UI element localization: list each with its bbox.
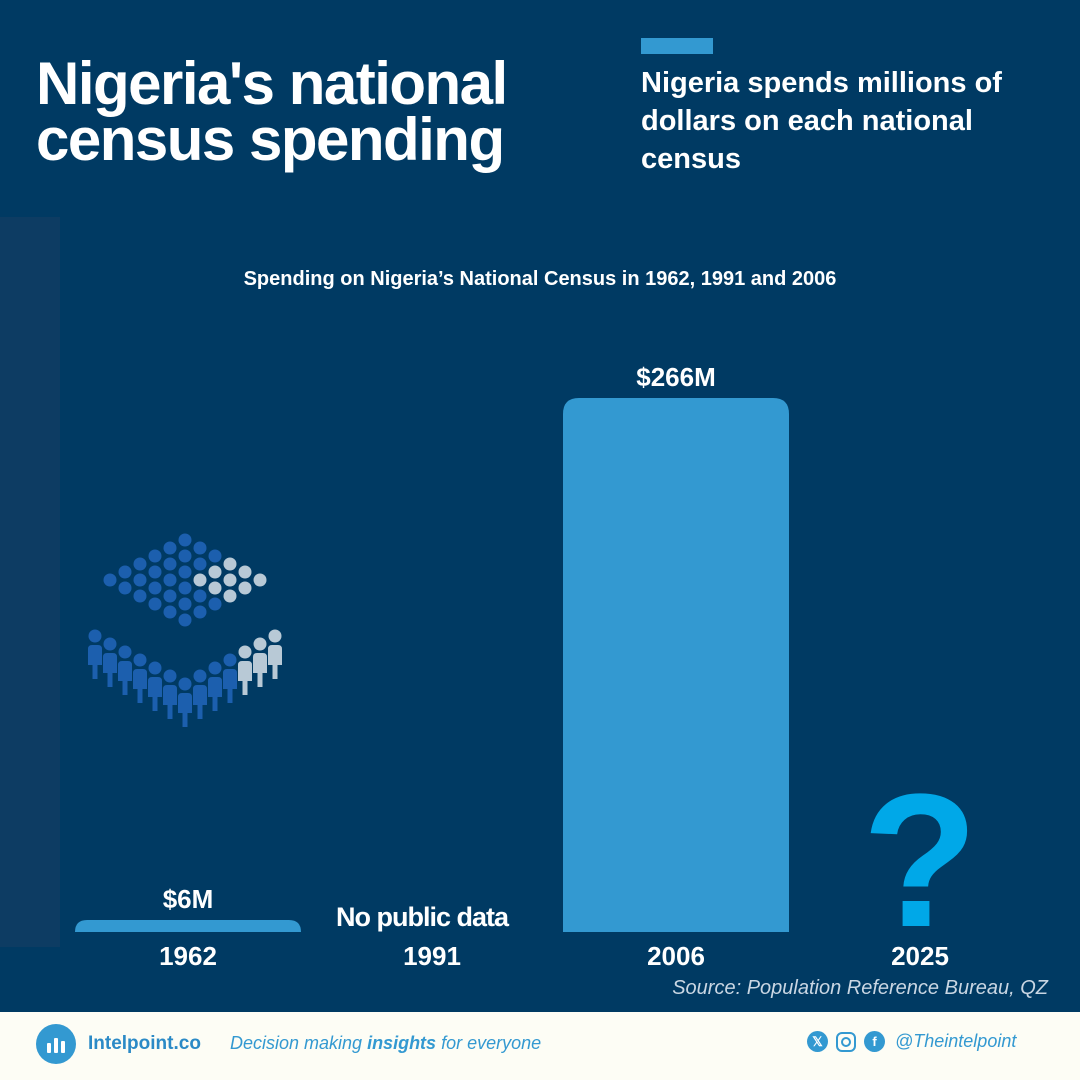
tagline: Decision making insights for everyone bbox=[230, 1033, 541, 1054]
x-tick-1962: 1962 bbox=[159, 941, 217, 971]
person-head-icon bbox=[148, 565, 162, 579]
person-head-icon bbox=[163, 589, 177, 603]
side-strip bbox=[0, 217, 60, 947]
social-handle[interactable]: @Theintelpoint bbox=[895, 1031, 1017, 1051]
x-icon[interactable]: 𝕏 bbox=[807, 1031, 828, 1052]
person-head-icon bbox=[208, 565, 222, 579]
x-tick-1991: 1991 bbox=[403, 941, 461, 971]
person-head-icon bbox=[178, 549, 192, 563]
person-head-icon bbox=[118, 581, 132, 595]
page-title: Nigeria's national census spending bbox=[36, 50, 596, 173]
person-icon bbox=[88, 629, 102, 679]
person-head-icon bbox=[163, 557, 177, 571]
person-icon bbox=[148, 661, 162, 711]
person-head-icon bbox=[193, 605, 207, 619]
person-icon bbox=[223, 653, 237, 703]
value-label-2006: $266M bbox=[636, 362, 716, 392]
intelpoint-logo-icon bbox=[36, 1024, 76, 1064]
person-head-icon bbox=[178, 597, 192, 611]
person-icon bbox=[238, 645, 252, 695]
person-icon bbox=[208, 661, 222, 711]
person-head-icon bbox=[133, 589, 147, 603]
instagram-icon[interactable] bbox=[836, 1031, 856, 1052]
brand-name[interactable]: Intelpoint.co bbox=[88, 1033, 201, 1054]
x-tick-2025: 2025 bbox=[891, 941, 949, 971]
bar-2006 bbox=[563, 398, 789, 932]
title-line-1: Nigeria's national bbox=[36, 50, 508, 117]
facebook-icon[interactable]: f bbox=[864, 1031, 885, 1052]
x-tick-2006: 2006 bbox=[647, 941, 705, 971]
person-head-icon bbox=[178, 533, 192, 547]
bar-1962 bbox=[75, 919, 301, 932]
person-icon bbox=[253, 637, 267, 687]
footer: Intelpoint.co Decision making insights f… bbox=[0, 1012, 1080, 1080]
person-head-icon bbox=[193, 573, 207, 587]
tagline-bold: insights bbox=[367, 1033, 437, 1053]
tagline-post: for everyone bbox=[436, 1033, 542, 1053]
person-head-icon bbox=[223, 557, 237, 571]
person-head-icon bbox=[178, 613, 192, 627]
person-icon bbox=[118, 645, 132, 695]
person-head-icon bbox=[178, 581, 192, 595]
census-bar-chart: $6M 1962 No public data 1991 $266M 2006 ?2025 bbox=[75, 362, 978, 971]
person-head-icon bbox=[148, 597, 162, 611]
person-head-icon bbox=[118, 565, 132, 579]
person-head-icon bbox=[133, 573, 147, 587]
person-head-icon bbox=[208, 597, 222, 611]
source-note: Source: Population Reference Bureau, QZ bbox=[672, 977, 1048, 999]
person-icon bbox=[103, 637, 117, 687]
person-head-icon bbox=[163, 605, 177, 619]
person-head-icon bbox=[163, 541, 177, 555]
person-head-icon bbox=[238, 565, 252, 579]
title-line-2: census spending bbox=[36, 106, 505, 173]
person-head-icon bbox=[193, 589, 207, 603]
value-label-1991: No public data bbox=[336, 902, 510, 932]
social-links: 𝕏 f @Theintelpoint bbox=[807, 1031, 1016, 1052]
person-head-icon bbox=[148, 581, 162, 595]
person-head-icon bbox=[208, 581, 222, 595]
person-head-icon bbox=[103, 573, 117, 587]
unknown-question-mark: ? bbox=[862, 755, 978, 967]
person-head-icon bbox=[178, 565, 192, 579]
person-head-icon bbox=[148, 549, 162, 563]
person-icon bbox=[178, 677, 192, 727]
person-icon bbox=[163, 669, 177, 719]
person-head-icon bbox=[208, 549, 222, 563]
page-subtitle: Nigeria spends millions of dollars on ea… bbox=[641, 67, 1002, 175]
person-head-icon bbox=[223, 573, 237, 587]
person-icon bbox=[133, 653, 147, 703]
person-head-icon bbox=[133, 557, 147, 571]
person-head-icon bbox=[163, 573, 177, 587]
person-icon bbox=[193, 669, 207, 719]
person-icon bbox=[268, 629, 282, 679]
person-head-icon bbox=[193, 541, 207, 555]
chart-title: Spending on Nigeria’s National Census in… bbox=[243, 268, 837, 290]
value-label-1962: $6M bbox=[163, 884, 214, 914]
tagline-pre: Decision making bbox=[230, 1033, 368, 1053]
person-head-icon bbox=[238, 581, 252, 595]
accent-bar bbox=[641, 38, 713, 54]
person-head-icon bbox=[253, 573, 267, 587]
person-head-icon bbox=[223, 589, 237, 603]
person-head-icon bbox=[193, 557, 207, 571]
